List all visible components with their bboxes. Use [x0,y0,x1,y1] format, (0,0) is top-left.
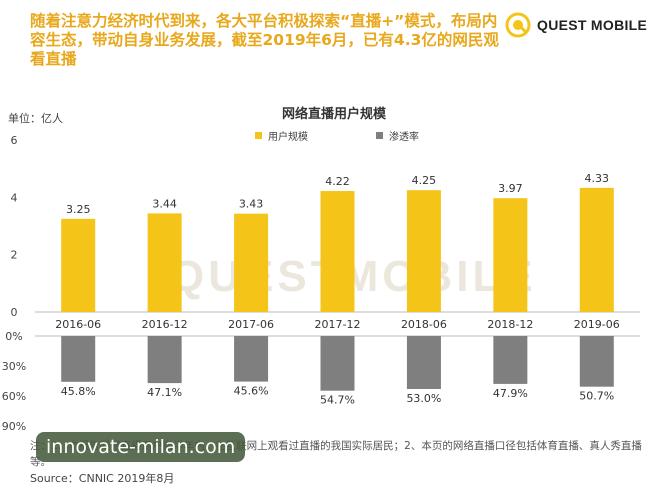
lower-ytick-label: 30% [2,360,26,373]
legend-swatch-user-scale [255,132,262,139]
user-scale-data-label: 4.25 [412,174,437,187]
lower-ytick-label: 0% [5,330,22,343]
category-label: 2017-06 [228,318,274,331]
user-scale-bar [61,218,96,312]
penetration-data-label: 47.9% [493,387,528,400]
user-scale-data-label: 4.33 [585,172,610,185]
category-label: 2016-12 [142,318,188,331]
chart-title: 网络直播用户规模 [281,107,386,122]
upper-ytick-label: 4 [11,191,18,204]
penetration-data-label: 50.7% [579,390,614,403]
source: Source：CNNIC 2019年8月 [30,472,175,485]
penetration-bar [234,336,269,382]
user-scale-bar [406,190,441,312]
legend-item-user-scale: 用户规模 [255,128,308,143]
category-label: 2018-06 [401,318,447,331]
header-text: 随着注意力经济时代到来，各大平台积极探索“直播+”模式，布局内容生态，带动自身业… [30,12,499,68]
upper-ytick-label: 6 [11,134,18,147]
category-label: 2016-06 [55,318,101,331]
lower-ytick-label: 60% [2,390,26,403]
user-scale-bar [493,198,528,312]
legend-swatch-penetration [376,132,383,139]
user-scale-bar [579,187,614,312]
category-label: 2018-12 [487,318,533,331]
penetration-bar [147,336,182,384]
legend-label-user-scale: 用户规模 [268,132,308,143]
quest-mobile-logo-icon [505,12,531,38]
penetration-data-label: 53.0% [406,392,441,405]
penetration-data-label: 45.6% [234,385,269,398]
user-scale-data-label: 3.25 [66,203,91,216]
upper-ytick-label: 2 [11,249,18,262]
user-scale-data-label: 4.22 [325,175,350,188]
user-scale-data-label: 3.97 [498,182,523,195]
user-scale-data-label: 3.44 [152,197,177,210]
user-scale-data-label: 3.43 [239,198,264,211]
legend-item-penetration: 渗透率 [376,128,419,143]
category-label: 2019-06 [574,318,620,331]
legend: 用户规模 渗透率 [255,128,419,143]
penetration-data-label: 54.7% [320,394,355,407]
penetration-bar [579,336,614,387]
penetration-bar [493,336,528,384]
quest-mobile-logo: QUEST MOBILE [505,12,647,38]
unit-label: 单位：亿人 [8,112,63,125]
penetration-bar [320,336,355,391]
site-badge: innovate-milan.com [36,432,246,462]
penetration-data-label: 45.8% [61,385,96,398]
user-scale-bar [234,213,269,312]
penetration-bar [61,336,96,382]
category-label: 2017-12 [315,318,361,331]
legend-label-penetration: 渗透率 [389,132,419,143]
user-scale-bar [320,191,355,312]
lower-ytick-label: 90% [2,420,26,433]
upper-ytick-label: 0 [11,306,18,319]
penetration-data-label: 47.1% [147,386,182,399]
penetration-bar [406,336,441,389]
user-scale-bar [147,213,182,312]
logo-text: QUEST MOBILE [537,17,648,33]
